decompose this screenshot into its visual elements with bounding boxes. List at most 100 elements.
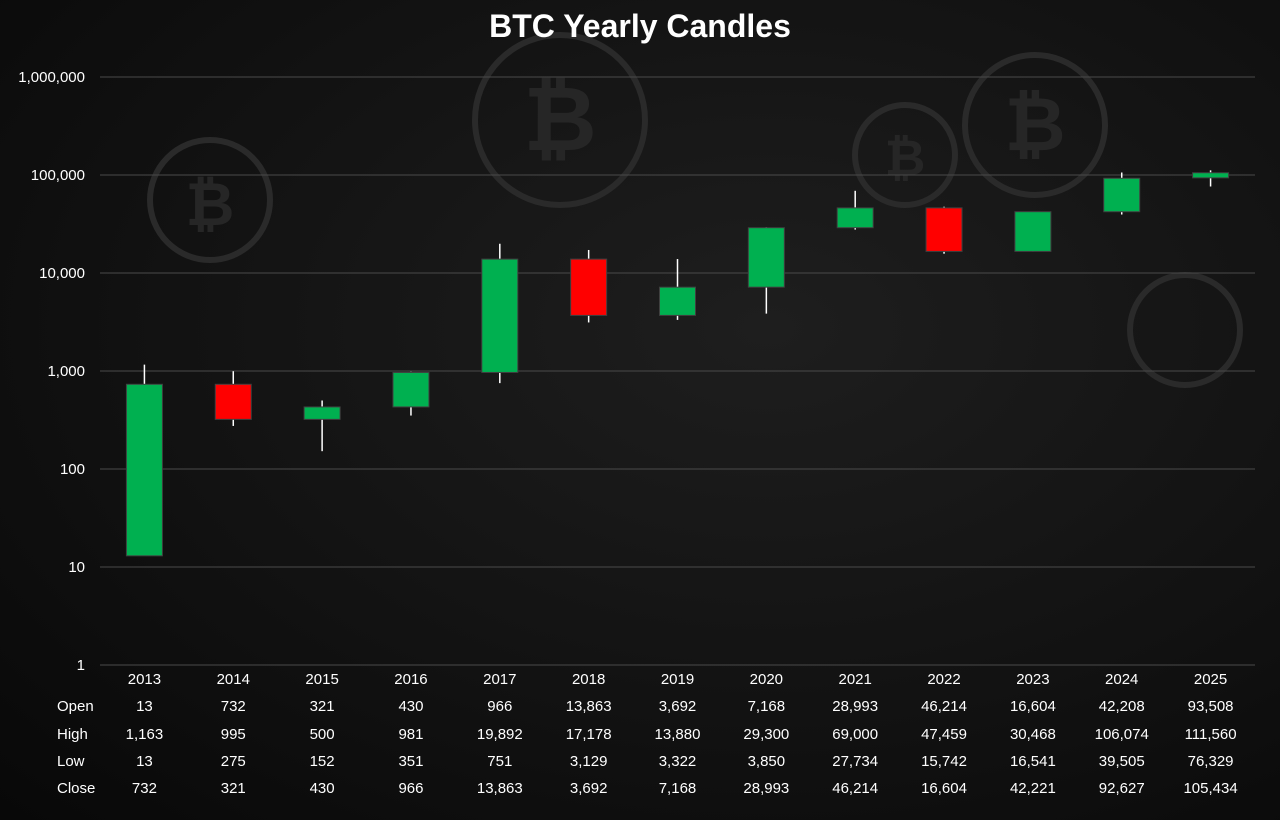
candle-body xyxy=(570,258,608,316)
candle-body xyxy=(659,286,696,316)
table-cell: 92,627 xyxy=(1099,780,1145,797)
x-tick-label: 2017 xyxy=(483,671,516,688)
table-cell: 29,300 xyxy=(743,726,789,743)
x-tick-label: 2014 xyxy=(217,671,250,688)
y-tick-label: 1,000 xyxy=(47,363,85,380)
svg-text:₿: ₿ xyxy=(1004,82,1065,166)
x-tick-label: 2021 xyxy=(839,671,872,688)
candles xyxy=(125,170,1230,557)
table-row-label: Close xyxy=(57,780,95,797)
candle-body xyxy=(925,207,963,252)
candle-body xyxy=(125,383,163,557)
table-cell: 995 xyxy=(221,726,246,743)
x-tick-label: 2024 xyxy=(1105,671,1138,688)
x-tick-label: 2016 xyxy=(394,671,427,688)
table-cell: 3,850 xyxy=(748,753,786,770)
table-cell: 13,863 xyxy=(566,698,612,715)
svg-text:₿: ₿ xyxy=(885,130,926,186)
table-cell: 16,604 xyxy=(921,780,967,797)
table-cell: 3,692 xyxy=(570,780,608,797)
x-tick-label: 2025 xyxy=(1194,671,1227,688)
svg-text:₿: ₿ xyxy=(523,70,596,170)
table-cell: 28,993 xyxy=(743,780,789,797)
table-cell: 16,604 xyxy=(1010,698,1056,715)
table-cell: 47,459 xyxy=(921,726,967,743)
table-cell: 27,734 xyxy=(832,753,878,770)
x-axis-tick-labels: 2013 2014 2015 2016 2017 2018 2019 2020 2021 2022… xyxy=(128,671,1228,688)
table-cell: 1,163 xyxy=(126,726,164,743)
table-cell: 3,322 xyxy=(659,753,697,770)
table-cell: 106,074 xyxy=(1095,726,1149,743)
y-tick-label: 1 xyxy=(77,657,85,674)
candle-body xyxy=(481,258,519,373)
candle-body xyxy=(1192,172,1230,179)
table-cell: 7,168 xyxy=(659,780,697,797)
table-cell: 30,468 xyxy=(1010,726,1056,743)
table-cell: 13 xyxy=(136,698,153,715)
candle-body xyxy=(214,383,252,420)
y-tick-label: 100,000 xyxy=(31,167,85,184)
data-table: Open 13 732 321 430 966 13,863 3,692 7,168 28,993… xyxy=(57,698,1238,797)
gridlines xyxy=(100,76,1255,666)
table-cell: 732 xyxy=(221,698,246,715)
table-cell: 430 xyxy=(310,780,335,797)
table-cell: 13,880 xyxy=(655,726,701,743)
table-cell: 7,168 xyxy=(748,698,786,715)
table-cell: 28,993 xyxy=(832,698,878,715)
table-cell: 76,329 xyxy=(1188,753,1234,770)
candle-body xyxy=(392,371,430,408)
table-cell: 13 xyxy=(136,753,153,770)
table-cell: 19,892 xyxy=(477,726,523,743)
table-cell: 966 xyxy=(487,698,512,715)
table-cell: 17,178 xyxy=(566,726,612,743)
table-cell: 39,505 xyxy=(1099,753,1145,770)
table-cell: 42,221 xyxy=(1010,780,1056,797)
table-row-label: Low xyxy=(57,753,85,770)
x-tick-label: 2019 xyxy=(661,671,694,688)
x-tick-label: 2023 xyxy=(1016,671,1049,688)
y-tick-label: 10 xyxy=(68,559,85,576)
table-cell: 275 xyxy=(221,753,246,770)
table-cell: 732 xyxy=(132,780,157,797)
table-cell: 321 xyxy=(221,780,246,797)
table-row-label: High xyxy=(57,726,88,743)
table-cell: 3,692 xyxy=(659,698,697,715)
y-axis-tick-labels: 1 10 100 1,000 10,000 100,000 1,000,000 xyxy=(18,69,85,674)
table-cell: 13,863 xyxy=(477,780,523,797)
table-cell: 69,000 xyxy=(832,726,878,743)
table-cell: 111,560 xyxy=(1185,726,1237,743)
table-row-label: Open xyxy=(57,698,94,715)
table-cell: 751 xyxy=(487,753,512,770)
table-cell: 46,214 xyxy=(832,780,878,797)
table-cell: 351 xyxy=(398,753,423,770)
candle-body xyxy=(1014,211,1052,252)
x-tick-label: 2020 xyxy=(750,671,783,688)
table-cell: 93,508 xyxy=(1188,698,1234,715)
table-cell: 16,541 xyxy=(1010,753,1056,770)
background-bitcoin-artwork: ₿ ₿ ₿ ₿ xyxy=(147,32,1243,388)
y-tick-label: 1,000,000 xyxy=(18,69,85,86)
table-cell: 981 xyxy=(398,726,423,743)
chart-title: BTC Yearly Candles xyxy=(489,8,791,44)
table-cell: 321 xyxy=(310,698,335,715)
candle-body xyxy=(303,406,341,420)
candle-body xyxy=(747,227,785,288)
x-tick-label: 2015 xyxy=(305,671,338,688)
x-tick-label: 2018 xyxy=(572,671,605,688)
table-cell: 46,214 xyxy=(921,698,967,715)
y-tick-label: 100 xyxy=(60,461,85,478)
table-cell: 42,208 xyxy=(1099,698,1145,715)
y-tick-label: 10,000 xyxy=(39,265,85,282)
table-cell: 430 xyxy=(398,698,423,715)
table-cell: 152 xyxy=(310,753,335,770)
candle-body xyxy=(1103,177,1141,213)
x-tick-label: 2013 xyxy=(128,671,161,688)
candle-body xyxy=(836,207,874,229)
svg-text:₿: ₿ xyxy=(186,171,235,238)
table-cell: 15,742 xyxy=(921,753,967,770)
table-cell: 966 xyxy=(398,780,423,797)
x-tick-label: 2022 xyxy=(927,671,960,688)
table-cell: 105,434 xyxy=(1183,780,1237,797)
